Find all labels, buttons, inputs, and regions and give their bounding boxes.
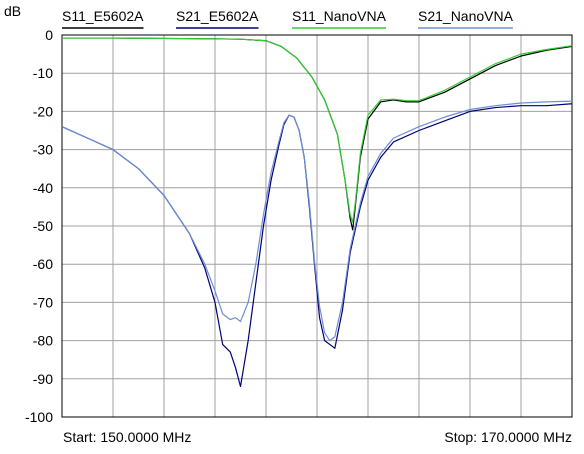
legend: S11_E5602A S21_E5602A S11_NanoVNA S21_NanoV…	[62, 8, 514, 29]
y-tick-label: -50	[33, 218, 53, 234]
y-tick-label: -60	[33, 256, 53, 272]
y-tick-label: -20	[33, 103, 53, 119]
plot-area	[61, 34, 573, 418]
start-frequency-label: Start: 150.0000 MHz	[63, 429, 191, 445]
y-tick-label: -80	[33, 333, 53, 349]
legend-label: S11_E5602A	[62, 8, 144, 24]
series-traces	[61, 37, 573, 388]
y-tick-label: -100	[25, 409, 53, 425]
legend-label: S21_E5602A	[176, 8, 259, 24]
legend-label: S11_NanoVNA	[292, 8, 387, 24]
series-line	[62, 37, 573, 223]
y-tick-label: 0	[45, 27, 53, 43]
series-line	[61, 100, 573, 342]
grid	[62, 35, 572, 417]
plot-frame	[61, 34, 573, 418]
legend-label: S21_NanoVNA	[418, 8, 514, 24]
y-tick-label: -10	[33, 65, 53, 81]
y-tick-labels: 0 -10 -20 -30 -40 -50 -60 -70 -80 -90 -100	[25, 27, 53, 425]
y-tick-label: -30	[33, 142, 53, 158]
y-axis-unit-label: dB	[4, 3, 21, 19]
y-tick-label: -90	[33, 371, 53, 387]
y-tick-label: -40	[33, 180, 53, 196]
y-tick-label: -70	[33, 294, 53, 310]
stop-frequency-label: Stop: 170.0000 MHz	[444, 429, 572, 445]
